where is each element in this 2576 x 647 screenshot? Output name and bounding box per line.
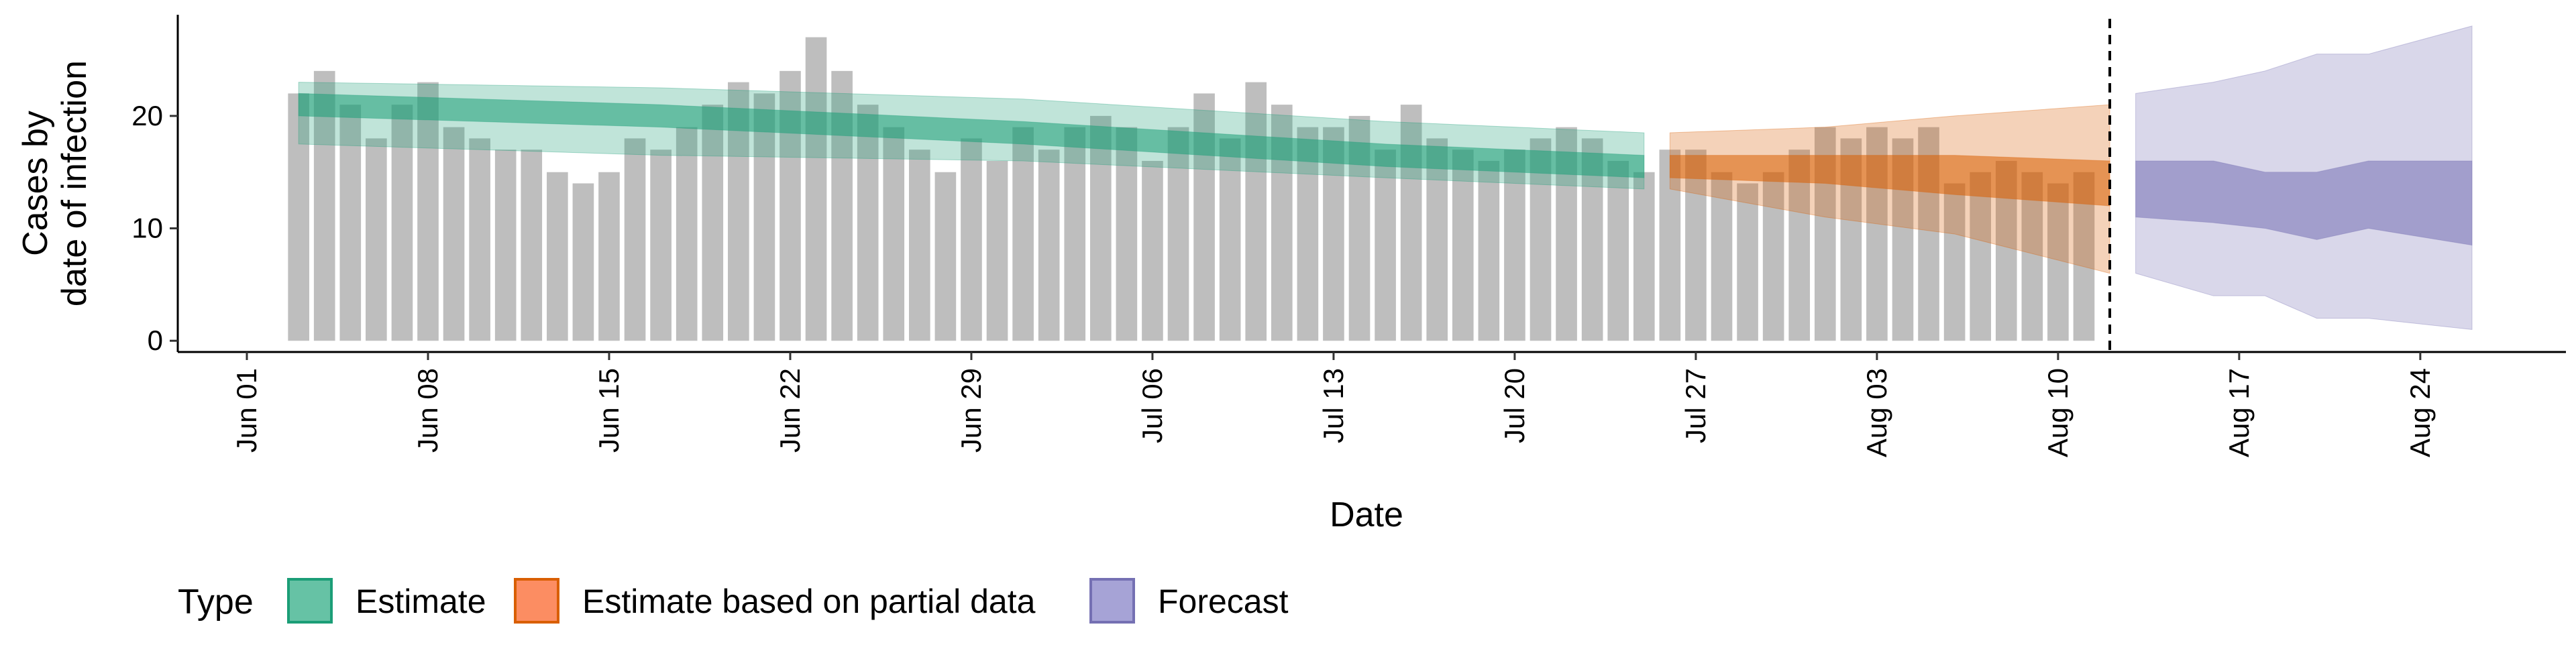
case-bar xyxy=(2047,183,2069,341)
case-bar xyxy=(1426,138,1448,341)
legend-swatch xyxy=(514,578,559,624)
case-bar xyxy=(1711,172,1733,341)
case-bar xyxy=(547,172,568,341)
case-bar xyxy=(909,150,930,341)
case-bar xyxy=(1659,150,1681,341)
case-bar xyxy=(1064,127,1086,341)
estimate-inner-band xyxy=(298,93,1645,178)
case-bar xyxy=(1245,82,1267,341)
case-bar xyxy=(1970,172,1992,341)
x-tick-label: Jul 20 xyxy=(1499,368,1530,443)
legend-item-label: Estimate xyxy=(356,583,486,620)
case-bar xyxy=(934,172,957,341)
case-bar xyxy=(1504,150,1525,341)
legend-layer: Type Estimate Estimate based on partial da… xyxy=(178,578,1289,624)
case-bar xyxy=(1607,160,1629,341)
y-axis-title-line: date of infection xyxy=(55,60,94,306)
y-tick-label: 10 xyxy=(131,213,163,244)
x-tick-label: Jun 22 xyxy=(774,368,806,453)
case-bar xyxy=(1167,127,1189,341)
case-bar xyxy=(443,127,465,341)
case-bar xyxy=(961,138,982,341)
case-bar xyxy=(1038,150,1060,341)
case-bar xyxy=(1943,183,1966,341)
case-bar xyxy=(1375,150,1396,341)
x-tick-label: Aug 24 xyxy=(2404,368,2436,457)
legend-item-label: Forecast xyxy=(1158,583,1289,620)
case-bar xyxy=(986,160,1008,341)
x-tick-label: Jul 06 xyxy=(1136,368,1168,443)
forecast-inner-band xyxy=(2135,160,2473,246)
case-bar xyxy=(1633,172,1655,341)
y-axis-title-line: Cases by xyxy=(16,111,55,256)
y-tick-label: 0 xyxy=(148,325,163,356)
case-bar xyxy=(1400,105,1422,341)
case-bar xyxy=(857,105,879,341)
x-tick-label: Aug 03 xyxy=(1861,368,1892,457)
case-bar xyxy=(883,127,905,341)
case-bar xyxy=(1297,127,1319,341)
x-axis-title: Date xyxy=(1330,495,1403,534)
case-bar xyxy=(753,93,775,341)
case-bar xyxy=(417,82,439,341)
case-bar xyxy=(1116,127,1138,341)
case-bar xyxy=(521,150,543,341)
case-bar xyxy=(1452,150,1474,341)
case-bar xyxy=(391,105,413,341)
y-axis-title: Cases bydate of infection xyxy=(16,60,94,306)
x-tick-label: Jun 08 xyxy=(412,368,443,453)
x-tick-label: Aug 10 xyxy=(2042,368,2074,457)
case-bar xyxy=(598,172,620,341)
case-bar xyxy=(1685,150,1707,341)
case-bar xyxy=(339,105,362,341)
legend-item-label: Estimate based on partial data xyxy=(582,583,1036,620)
case-bar xyxy=(469,138,490,341)
case-bar xyxy=(624,138,646,341)
y-tick-label: 20 xyxy=(131,100,163,131)
x-tick-label: Jun 15 xyxy=(593,368,625,453)
legend-title: Type xyxy=(178,583,254,622)
case-bar xyxy=(702,105,724,341)
x-tick-label: Aug 17 xyxy=(2223,368,2255,457)
case-bar xyxy=(1012,127,1034,341)
x-tick-label: Jun 01 xyxy=(231,368,262,453)
case-bar xyxy=(1737,183,1758,341)
legend-swatch xyxy=(1089,578,1135,624)
case-bar xyxy=(366,138,387,341)
legend-swatch xyxy=(287,578,333,624)
case-bar xyxy=(676,127,698,341)
case-bar xyxy=(1219,138,1241,341)
case-bar xyxy=(1142,160,1163,341)
case-bar xyxy=(1090,115,1112,341)
case-bar xyxy=(1478,160,1500,341)
case-bar xyxy=(650,150,672,341)
x-tick-label: Jul 27 xyxy=(1680,368,1711,443)
case-bar xyxy=(1762,172,1784,341)
bands-layer xyxy=(298,25,2473,331)
x-tick-label: Jul 13 xyxy=(1318,368,1349,443)
x-tick-label: Jun 29 xyxy=(955,368,987,453)
estimate-based-on-partial-data-inner-band xyxy=(1669,155,2110,207)
case-bar xyxy=(805,37,827,341)
case-bar xyxy=(494,150,517,341)
axes-layer: 0 10 20 Jun 01 Jun 08 Jun 15 Jun 22 Jun 29 Jul 0… xyxy=(16,15,2566,534)
case-bar xyxy=(288,93,309,341)
case-bar xyxy=(572,183,594,341)
